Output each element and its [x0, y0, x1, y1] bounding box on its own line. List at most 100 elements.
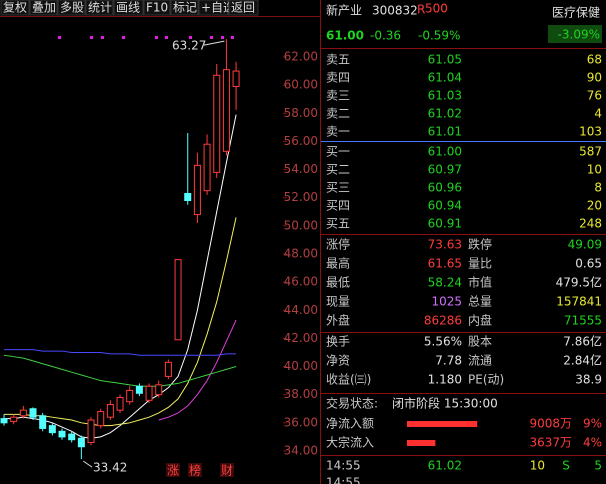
- text: PE(动): [468, 373, 504, 387]
- text: 61.00: [326, 29, 364, 43]
- text: 157841: [556, 295, 602, 309]
- toolbar-label[interactable]: 叠加: [32, 1, 56, 15]
- text: 涨停: [326, 237, 350, 252]
- candle-body: [164, 361, 172, 377]
- ma-line: [4, 349, 237, 356]
- icon: 涨: [167, 463, 179, 478]
- high-label: 63.27: [172, 39, 206, 53]
- toolbar-button[interactable]: [0, 0, 30, 16]
- text: 净资: [326, 354, 350, 368]
- text: 卖五: [326, 53, 350, 67]
- text: 1025: [431, 295, 462, 309]
- flow-bar: [407, 421, 478, 427]
- ma-line: [3, 354, 237, 387]
- toolbar-label[interactable]: +自选: [201, 1, 235, 15]
- text: 收益(㈢): [326, 373, 371, 387]
- icon-box: [188, 463, 202, 477]
- y-tick-label: 54.00: [284, 162, 318, 176]
- text: 5: [594, 459, 602, 473]
- candle-body: [135, 385, 143, 394]
- ma-line: [4, 217, 237, 427]
- text: 61.04: [428, 71, 462, 85]
- text: 479.5亿: [556, 275, 602, 290]
- text: 买五: [326, 217, 350, 231]
- text: 61.02: [428, 107, 462, 121]
- toolbar-label[interactable]: 复权: [3, 1, 27, 15]
- toolbar-button[interactable]: [228, 0, 259, 16]
- text: S: [562, 459, 570, 473]
- text: 60.94: [428, 199, 462, 213]
- icon: 榜: [189, 463, 201, 478]
- text: 86286: [424, 314, 462, 328]
- text: 新产业: [326, 3, 362, 18]
- text: 大宗流入: [326, 435, 374, 450]
- text: 10: [587, 163, 602, 177]
- text: R: [417, 3, 425, 17]
- toolbar-button[interactable]: [29, 0, 58, 16]
- text: 10: [530, 459, 545, 473]
- text: 最低: [326, 276, 350, 290]
- text: 换手: [326, 335, 350, 349]
- y-tick-label: 42.00: [284, 331, 318, 345]
- text: 9008万: [529, 417, 572, 431]
- text: 61.03: [428, 89, 462, 103]
- y-tick-label: 60.00: [284, 78, 318, 92]
- toolbar-button[interactable]: [85, 0, 114, 16]
- text: 61.01: [428, 125, 462, 139]
- text: 8: [594, 181, 602, 195]
- toolbar-button[interactable]: [198, 0, 229, 16]
- y-tick-label: 58.00: [284, 106, 318, 120]
- text: 61.65: [428, 257, 462, 271]
- y-tick-label: 44.00: [284, 303, 318, 317]
- candle-body: [19, 409, 27, 417]
- text: 0.65: [575, 257, 602, 271]
- toolbar-button[interactable]: [57, 0, 86, 16]
- text: 股本: [468, 335, 492, 349]
- y-tick-label: 36.00: [284, 415, 318, 429]
- candle-body: [193, 164, 201, 216]
- candle-body: [106, 404, 114, 418]
- text: 卖二: [326, 107, 350, 121]
- text: 248: [579, 217, 602, 231]
- text: 买四: [326, 199, 350, 213]
- toolbar-label[interactable]: 返回: [231, 1, 255, 15]
- text: 闭市阶段 15:30:00: [392, 396, 498, 411]
- text: 最高: [326, 256, 350, 271]
- candle-body: [10, 416, 18, 422]
- y-tick-label: 48.00: [284, 246, 318, 260]
- text: 103: [579, 125, 602, 139]
- candle-body: [184, 192, 192, 202]
- candle-body: [203, 143, 211, 192]
- text: 卖四: [326, 71, 350, 85]
- low-label: 33.42: [93, 461, 127, 475]
- y-tick-label: 46.00: [284, 275, 318, 289]
- toolbar-label[interactable]: F10: [146, 1, 168, 15]
- toolbar-label[interactable]: 统计: [88, 1, 112, 15]
- text: 卖一: [326, 125, 350, 139]
- toolbar-button[interactable]: [113, 0, 144, 16]
- candle-body: [29, 408, 37, 418]
- candle-body: [39, 415, 47, 429]
- text: 60.96: [428, 181, 462, 195]
- candle-body: [48, 425, 56, 434]
- toolbar-label[interactable]: 多股: [60, 1, 84, 15]
- text: 14:55: [326, 476, 361, 484]
- text: 61.00: [428, 145, 462, 159]
- toolbar-button[interactable]: [170, 0, 199, 16]
- ma-line: [158, 319, 237, 421]
- top-dots: [58, 36, 234, 39]
- toolbar-label[interactable]: 画线: [116, 1, 140, 15]
- y-tick-label: 34.00: [284, 443, 318, 457]
- candle-body: [213, 74, 221, 173]
- y-tick-label: 40.00: [284, 359, 318, 373]
- icon-box: [166, 463, 180, 477]
- candle-body: [155, 384, 163, 396]
- text: -3.09%: [558, 28, 600, 42]
- toolbar-label[interactable]: 标记: [173, 1, 197, 15]
- y-tick-label: 62.00: [284, 50, 318, 64]
- toolbar-button[interactable]: [143, 0, 171, 16]
- icon-box: [220, 463, 234, 477]
- text: 买一: [326, 145, 350, 159]
